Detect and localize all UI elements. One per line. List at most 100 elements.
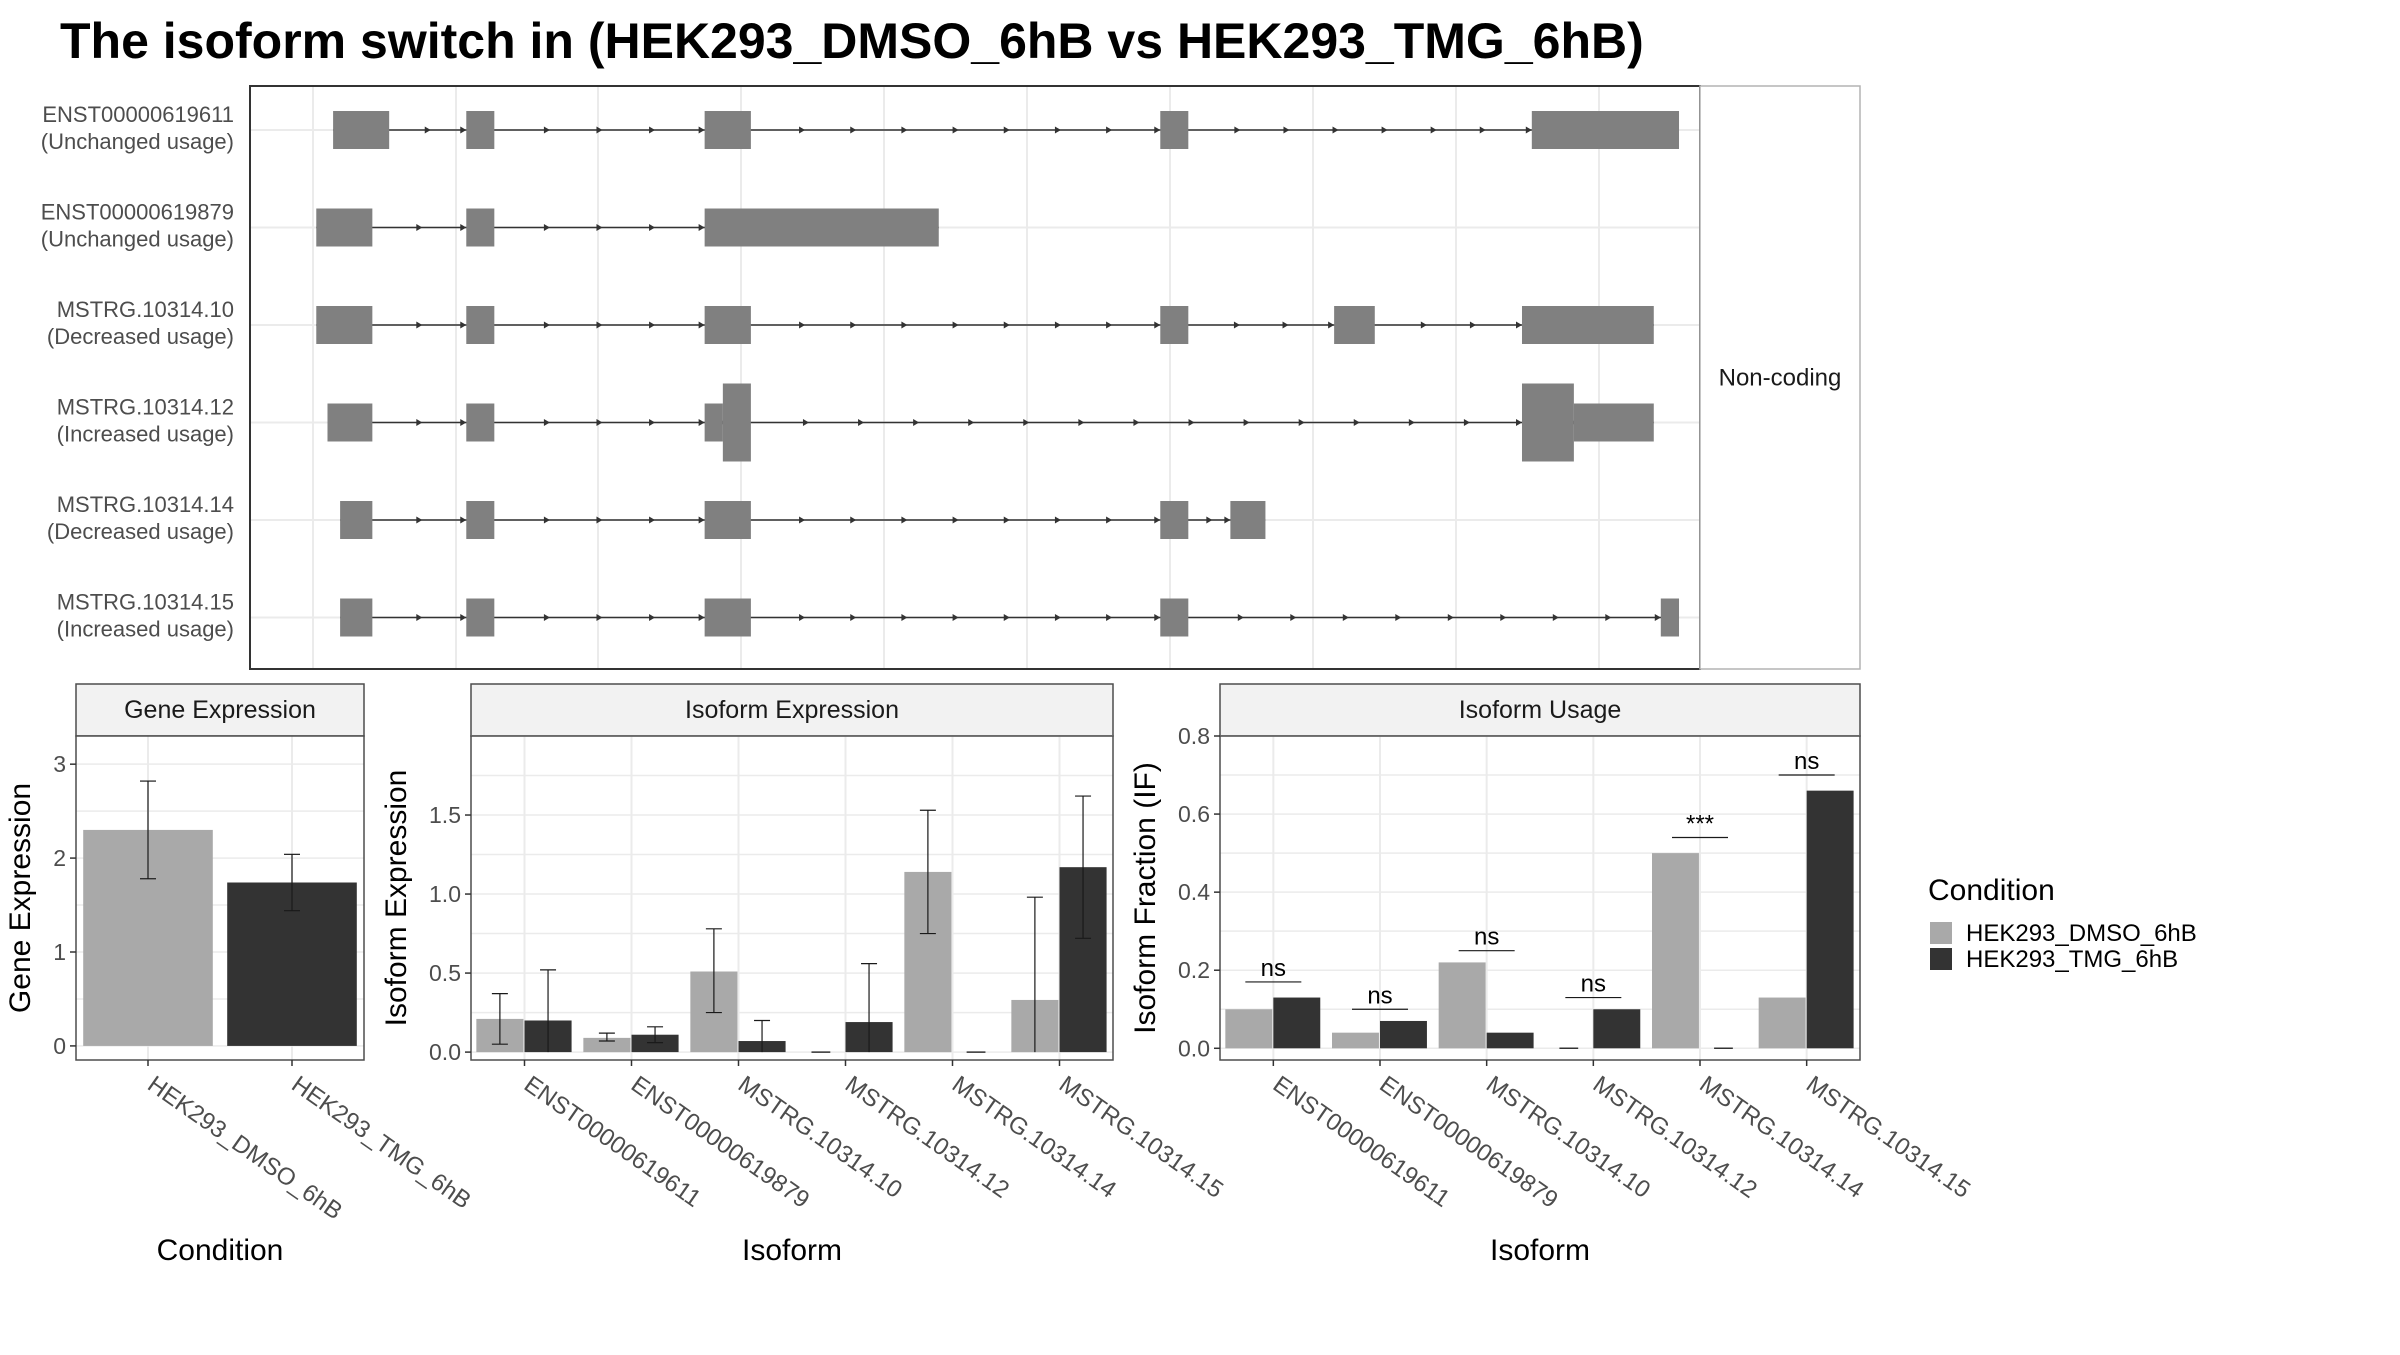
exon-block — [1660, 598, 1680, 637]
x-tick-label: ENST00000619879 — [1375, 1071, 1563, 1214]
intron-arrow — [1206, 516, 1213, 524]
y-tick-label: 0.5 — [429, 960, 461, 986]
bar-HEK293_TMG_6hB-MSTRG.10314.15 — [1806, 790, 1854, 1049]
significance-label: ns — [1367, 982, 1392, 1009]
transcript-name-label: ENST00000619879 — [41, 200, 234, 225]
exon-block — [466, 403, 495, 442]
intron-arrow — [1463, 419, 1470, 426]
transcript-name-label: MSTRG.10314.12 — [57, 395, 234, 420]
intron-arrow — [1003, 516, 1010, 524]
exon-block — [466, 501, 495, 539]
intron-arrow — [1381, 126, 1388, 134]
intron-arrow — [1430, 126, 1437, 134]
exon-block — [1160, 501, 1189, 539]
intron-arrow — [1106, 614, 1113, 621]
intron-arrow — [596, 516, 603, 524]
intron-arrow — [698, 419, 705, 426]
bar-HEK293_TMG_6hB-ENST00000619879 — [1380, 1020, 1427, 1049]
intron-arrow — [1054, 321, 1061, 329]
legend-key-HEK293_TMG_6hB — [1930, 948, 1952, 970]
intron-arrow — [596, 224, 603, 231]
transcript-plot-bg — [250, 86, 1700, 669]
exon-block — [1230, 501, 1266, 539]
intron-arrow — [649, 224, 656, 231]
transcript-name-label: MSTRG.10314.14 — [57, 492, 234, 517]
intron-arrow — [698, 614, 705, 621]
y-tick-label: 0.6 — [1178, 801, 1210, 827]
intron-arrow — [424, 126, 431, 134]
intron-arrow — [1133, 419, 1140, 426]
intron-arrow — [416, 419, 423, 426]
intron-arrow — [1106, 516, 1113, 524]
transcript-usage-label: (Decreased usage) — [47, 519, 234, 544]
y-tick-label: 0.4 — [1178, 879, 1210, 905]
panel-frame — [1219, 735, 1861, 1061]
exon-block — [466, 306, 495, 344]
bar-HEK293_DMSO_6hB-ENST00000619611 — [1225, 1009, 1273, 1049]
legend-key-HEK293_DMSO_6hB — [1930, 922, 1952, 944]
intron-arrow — [1054, 126, 1061, 134]
significance-label: ns — [1474, 924, 1499, 951]
exon-block — [704, 111, 751, 149]
intron-arrow — [858, 419, 865, 426]
panel-strip — [1219, 683, 1861, 737]
intron-arrow — [543, 224, 550, 231]
intron-arrow — [913, 419, 920, 426]
intron-arrow — [1290, 614, 1297, 621]
transcript-name-label: MSTRG.10314.15 — [57, 590, 234, 615]
intron-arrow — [901, 614, 908, 621]
transcript-usage-label: (Unchanged usage) — [41, 227, 234, 252]
bar-HEK293_TMG_6hB-MSTRG.10314.10 — [1486, 1032, 1534, 1049]
intron-arrow — [1342, 614, 1349, 621]
significance-label: ns — [1794, 748, 1819, 775]
intron-arrow — [799, 516, 806, 524]
exon-block — [1334, 306, 1375, 344]
y-axis-title: Isoform Expression — [380, 770, 413, 1027]
intron-arrow — [649, 419, 656, 426]
y-tick-label: 0.0 — [1178, 1035, 1210, 1061]
legend-title: Condition — [1928, 874, 2055, 907]
intron-arrow — [1054, 614, 1061, 621]
intron-arrow — [1479, 126, 1486, 134]
intron-arrow — [416, 614, 423, 621]
legend-label-HEK293_TMG_6hB: HEK293_TMG_6hB — [1966, 946, 2178, 973]
intron-arrow — [1552, 614, 1559, 621]
intron-arrow — [543, 321, 550, 329]
intron-arrow — [901, 126, 908, 134]
intron-arrow — [850, 614, 857, 621]
intron-arrow — [1003, 126, 1010, 134]
intron-arrow — [1469, 321, 1476, 329]
intron-arrow — [543, 516, 550, 524]
intron-arrow — [460, 614, 467, 621]
intron-arrow — [1003, 321, 1010, 329]
intron-arrow — [799, 614, 806, 621]
bar-HEK293_DMSO_6hB-MSTRG.10314.15 — [1758, 997, 1806, 1049]
intron-arrow — [1525, 126, 1532, 134]
exon-block — [1521, 306, 1654, 344]
intron-arrow — [850, 126, 857, 134]
exon-block — [466, 598, 495, 637]
transcript-row — [333, 111, 1680, 149]
exon-block — [316, 306, 373, 344]
intron-arrow — [1106, 321, 1113, 329]
intron-arrow — [698, 126, 705, 134]
intron-arrow — [1023, 419, 1030, 426]
y-tick-label: 1.0 — [429, 881, 461, 907]
intron-arrow — [901, 321, 908, 329]
panel-strip-title: Gene Expression — [124, 696, 316, 724]
isoform-expression-panel: Isoform Expression 0.0 0.5 1.0 1.5 ENST000006… — [380, 683, 1228, 1267]
intron-arrow — [698, 516, 705, 524]
exon-block — [340, 501, 373, 539]
transcript-row — [327, 383, 1654, 462]
y-tick-label: 2 — [53, 845, 66, 871]
intron-arrow — [802, 419, 809, 426]
intron-arrow — [952, 126, 959, 134]
transcript-usage-label: (Increased usage) — [57, 617, 234, 642]
intron-arrow — [952, 321, 959, 329]
intron-arrow — [1500, 614, 1507, 621]
intron-arrow — [460, 224, 467, 231]
panel-strip — [75, 683, 365, 737]
intron-arrow — [460, 321, 467, 329]
y-tick-label: 1.5 — [429, 802, 461, 828]
intron-arrow — [1154, 614, 1161, 621]
